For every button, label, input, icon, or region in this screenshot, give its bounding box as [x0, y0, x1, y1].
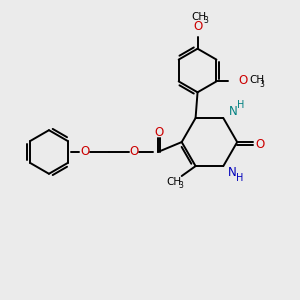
Text: O: O: [154, 126, 164, 139]
Text: CH: CH: [249, 75, 264, 85]
Text: O: O: [193, 20, 202, 33]
Text: O: O: [130, 146, 139, 158]
Text: O: O: [238, 74, 248, 87]
Text: H: H: [236, 173, 244, 183]
Text: N: N: [228, 166, 237, 178]
Text: O: O: [80, 146, 89, 158]
Text: 3: 3: [203, 16, 208, 26]
Text: N: N: [229, 105, 238, 118]
Text: 3: 3: [178, 182, 183, 190]
Text: O: O: [255, 138, 265, 151]
Text: CH: CH: [166, 177, 181, 187]
Text: 3: 3: [259, 80, 264, 89]
Text: H: H: [237, 100, 244, 110]
Text: CH: CH: [191, 12, 206, 22]
